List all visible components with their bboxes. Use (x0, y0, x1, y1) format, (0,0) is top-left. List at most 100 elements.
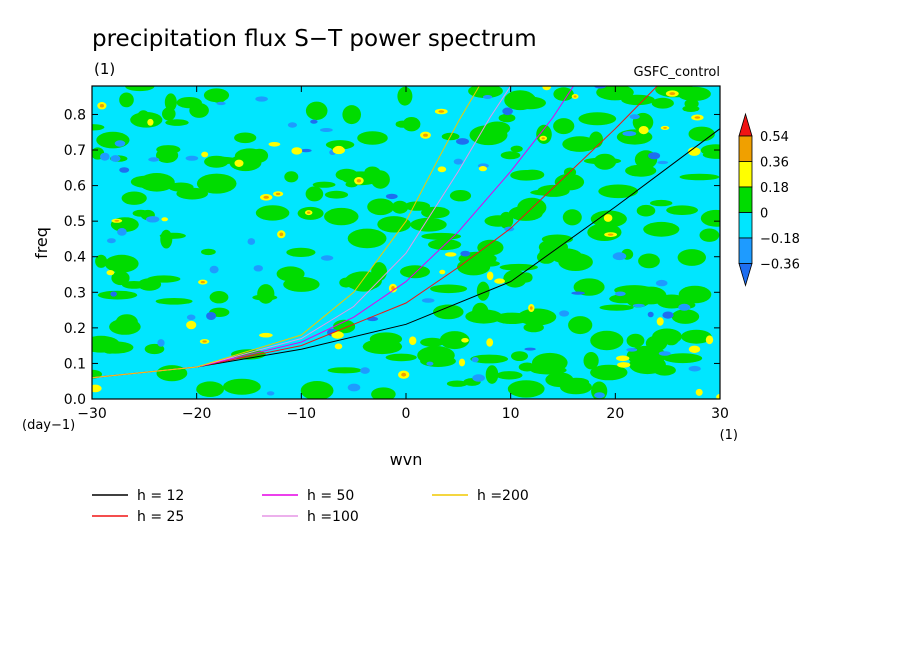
colorbar-swatch (738, 161, 753, 188)
heatmap-cell (468, 86, 503, 99)
heatmap-cell (360, 367, 370, 374)
heatmap-cell (409, 336, 417, 346)
heatmap-cell (716, 393, 720, 399)
heatmap-cell (300, 148, 312, 153)
heatmap-cell (472, 302, 489, 322)
heatmap-cell (333, 319, 356, 334)
y-axis-units: (day−1) (22, 418, 75, 433)
heatmap-cell (367, 198, 395, 216)
heatmap-cell (96, 131, 130, 149)
heatmap-cell (347, 228, 387, 249)
heatmap-cell (688, 126, 715, 142)
y-tick-label: 0.2 (64, 321, 86, 337)
legend-label: h = 12 (137, 488, 184, 504)
heatmap-cell (587, 223, 622, 241)
heatmap-cell (162, 107, 176, 121)
heatmap-cell (609, 294, 637, 304)
heatmap-cell (107, 238, 116, 244)
legend-label: h =100 (307, 509, 359, 525)
heatmap-cell (156, 147, 179, 163)
heatmap-cell (164, 93, 177, 112)
heatmap-cell (202, 340, 207, 343)
heatmap-cell (645, 335, 668, 352)
legend-label: h =200 (477, 488, 529, 504)
heatmap-cell (484, 215, 512, 227)
x-axis-units: (1) (720, 428, 738, 443)
heatmap-cell (494, 278, 505, 284)
heatmap-cell (439, 269, 446, 275)
heatmap-cell (255, 205, 290, 221)
heatmap-cell (666, 205, 698, 215)
heatmap-cell (461, 338, 469, 343)
heatmap-cell (475, 260, 500, 267)
heatmap-cell (283, 276, 320, 292)
legend-label: h = 50 (307, 488, 354, 504)
heatmap-cell (583, 157, 622, 165)
heatmap-cell (385, 193, 398, 200)
heatmap-cell (417, 346, 455, 365)
heatmap-cell (345, 181, 358, 188)
heatmap-cell (165, 119, 189, 126)
heatmap-cell (695, 388, 703, 396)
heatmap-cell (678, 285, 712, 304)
colorbar-label: −0.36 (760, 258, 800, 273)
heatmap-cell (655, 279, 668, 287)
heatmap-field (92, 86, 720, 399)
heatmap-cell (599, 304, 634, 311)
heatmap-cell (196, 381, 225, 398)
heatmap-cell (324, 207, 359, 226)
heatmap-cell (291, 147, 303, 155)
heatmap-cell (159, 232, 186, 239)
heatmap-cell (201, 151, 209, 158)
y-tick-label: 0.0 (64, 392, 86, 408)
heatmap-cell (622, 131, 637, 137)
y-tick-label: 0.8 (64, 107, 86, 123)
heatmap-cell (538, 239, 569, 255)
heatmap-cell (590, 330, 624, 351)
heatmap-cell (119, 92, 134, 108)
heatmap-cell (682, 105, 700, 112)
heatmap-cell (331, 331, 344, 339)
heatmap-cell (97, 341, 134, 354)
heatmap-cell (636, 204, 656, 217)
heatmap-cell (332, 146, 345, 155)
heatmap-cell (402, 117, 421, 132)
heatmap-cell (247, 238, 256, 245)
heatmap-cell (553, 118, 575, 135)
heatmap-cell (494, 312, 530, 324)
heatmap-cell (471, 357, 479, 363)
heatmap-cell (185, 155, 199, 161)
heatmap-cell (157, 339, 165, 347)
heatmap-cell (111, 270, 130, 286)
heatmap-cell (500, 151, 521, 160)
colorbar-swatch (738, 186, 753, 213)
heatmap-cell (371, 387, 396, 399)
heatmap-cell (647, 311, 654, 318)
heatmap-cell (305, 101, 328, 121)
heatmap-cell (700, 144, 720, 157)
y-axis: 0.0 0.1 0.2 0.3 0.4 0.5 0.6 0.7 0.8 (64, 107, 720, 408)
heatmap-cell (137, 110, 150, 125)
heatmap-cell (421, 298, 435, 303)
heatmap-cell (553, 87, 574, 101)
x-axis: −30 −20 −10 0 10 20 30 (77, 86, 729, 422)
heatmap-cell (612, 252, 627, 261)
heatmap-cell (121, 191, 147, 205)
heatmap-cell (496, 371, 523, 380)
heatmap-cell (255, 96, 268, 102)
heatmap-cell (511, 351, 528, 361)
x-tick-label: −30 (77, 406, 107, 422)
heatmap-cell (520, 169, 545, 180)
heatmap-cell (439, 331, 470, 350)
heatmap-cell (216, 101, 226, 106)
heatmap-cell (100, 152, 110, 161)
heatmap-cell (324, 190, 349, 199)
heatmap-cell (638, 126, 649, 135)
heatmap-cell (362, 339, 403, 355)
heatmap-cell (594, 86, 607, 89)
colorbar-min-triangle (738, 263, 753, 287)
heatmap-cell (507, 380, 545, 398)
heatmap-cell (671, 309, 700, 324)
colorbar-swatch (738, 135, 753, 162)
heatmap-cell (554, 173, 585, 191)
